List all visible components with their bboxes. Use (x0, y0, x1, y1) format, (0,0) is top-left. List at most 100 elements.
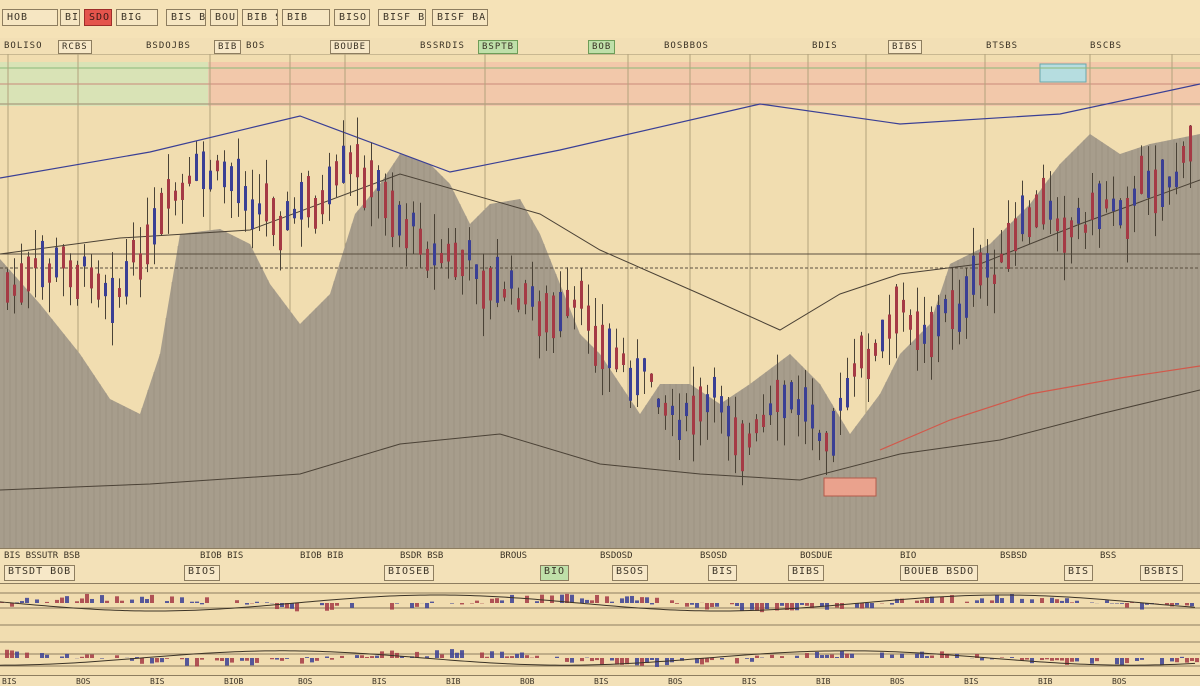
status-field-3[interactable]: BIOSEB (384, 565, 435, 581)
status-field-9[interactable]: BIS (1064, 565, 1094, 581)
status-field-1[interactable]: BTSDT BOB (4, 565, 76, 581)
toolbar-button-9[interactable]: BISF BA (378, 9, 426, 26)
osc-bar (560, 594, 564, 603)
candle-body (958, 303, 961, 332)
indicator-item-2[interactable]: RCBS (58, 40, 92, 54)
osc-bar (770, 654, 774, 658)
osc-bar (605, 596, 609, 603)
osc-bar (785, 603, 789, 611)
top-bands (0, 62, 1200, 106)
status-field-5[interactable]: BSOS (612, 565, 649, 581)
candle-body (881, 319, 884, 352)
osc-bar (15, 651, 19, 658)
time-axis-label: BOS (1112, 677, 1127, 686)
candle-body (216, 160, 219, 172)
osc-bar (0, 602, 4, 603)
osc-bar (1070, 602, 1074, 603)
osc-bar (895, 598, 899, 603)
toolbar-button-4[interactable]: BIS BIB (166, 9, 206, 26)
price-chart[interactable] (0, 54, 1200, 548)
indicator-item-8[interactable]: BSPTB (478, 40, 519, 54)
osc-bar (425, 603, 429, 609)
oscillator-panel-2[interactable] (0, 634, 1200, 674)
osc-bar (170, 596, 174, 603)
osc-bar (375, 655, 379, 658)
toolbar-button-2[interactable]: BIO (60, 9, 80, 26)
status-field-6[interactable]: BIS (708, 565, 738, 581)
osc-bar (160, 658, 164, 663)
osc1-signal-line (0, 594, 1196, 612)
candle-body (832, 410, 835, 456)
indicator-item-11[interactable]: BDIS (812, 41, 838, 51)
toolbar-button-1[interactable]: HOB (2, 9, 58, 26)
osc-bar (100, 658, 104, 659)
status-field-4[interactable]: BIO (540, 565, 570, 581)
candle-body (482, 270, 485, 309)
osc-bar (85, 654, 89, 658)
toolbar-button-3[interactable]: BIG (116, 9, 158, 26)
indicator-item-3[interactable]: BSDOJBS (146, 41, 191, 51)
osc-bar (610, 658, 614, 661)
osc-bar (205, 597, 209, 603)
status-bar: BIS BSSUTR BSB BIOB BIS BIOB BIB BSDR BS… (0, 548, 1200, 584)
indicator-item-5[interactable]: BOS (246, 41, 266, 51)
osc-bar (1060, 658, 1064, 661)
indicator-item-9[interactable]: BOB (588, 40, 616, 54)
osc-bar (55, 599, 59, 603)
candle-body (664, 402, 667, 416)
osc-bar (625, 596, 629, 603)
indicator-item-4[interactable]: BIB (214, 40, 242, 54)
osc-bar (635, 600, 639, 603)
osc-bar (670, 658, 674, 663)
indicator-item-10[interactable]: BOSBBOS (664, 41, 709, 51)
candle-body (1189, 125, 1192, 162)
indicator-item-14[interactable]: BSCBS (1090, 41, 1123, 51)
toolbar-button-6[interactable]: BIB SDO (242, 9, 278, 26)
osc-bar (920, 599, 924, 603)
toolbar-button-7[interactable]: BIB (282, 9, 330, 26)
osc-bar (1000, 598, 1004, 603)
toolbar-button-10[interactable]: BISF BA (432, 9, 488, 26)
osc-bar (1145, 603, 1149, 605)
status-field-7[interactable]: BIBS (788, 565, 825, 581)
status-field-8[interactable]: BOUEB BSDO (900, 565, 979, 581)
osc-bar (980, 658, 984, 661)
status-field-2[interactable]: BIOS (184, 565, 221, 581)
osc-bar (350, 603, 354, 608)
status-field-10[interactable]: BSBIS (1140, 565, 1184, 581)
candle-body (139, 253, 142, 280)
indicator-item-1[interactable]: BOLISO (4, 41, 43, 51)
osc-bar (1040, 598, 1044, 603)
osc-bar (625, 658, 629, 665)
toolbar-button-alert[interactable]: SDO (84, 9, 112, 26)
osc-bar (600, 658, 604, 665)
candle-body (454, 242, 457, 278)
candle-body (1084, 224, 1087, 233)
candle-body (13, 284, 16, 296)
time-axis-label: BIOB (224, 677, 244, 686)
candle-body (1049, 200, 1052, 220)
candle-body (286, 201, 289, 231)
oscillator-panel-1[interactable] (0, 583, 1200, 633)
osc-bar (190, 601, 194, 603)
osc-bar (165, 658, 169, 659)
candle-body (944, 298, 947, 314)
indicator-item-6[interactable]: BOUBE (330, 40, 371, 54)
candle-body (314, 198, 317, 229)
toolbar-button-8[interactable]: BISO (334, 9, 370, 26)
price-label-box (823, 477, 877, 497)
osc-bar (225, 658, 229, 666)
indicator-item-13[interactable]: BTSBS (986, 41, 1019, 51)
osc2-bars (5, 649, 1199, 667)
indicator-item-7[interactable]: BSSRDIS (420, 41, 465, 51)
toolbar-button-5[interactable]: BOU (210, 9, 238, 26)
candle-body (846, 378, 849, 408)
indicator-item-12[interactable]: BIBS (888, 40, 922, 54)
time-axis-label: BIS (594, 677, 609, 686)
candle-body (1035, 194, 1038, 228)
osc-bar (1065, 658, 1069, 665)
candle-body (27, 256, 30, 292)
osc-bar (595, 595, 599, 603)
osc-bar (275, 603, 279, 610)
candle-body (293, 208, 296, 219)
